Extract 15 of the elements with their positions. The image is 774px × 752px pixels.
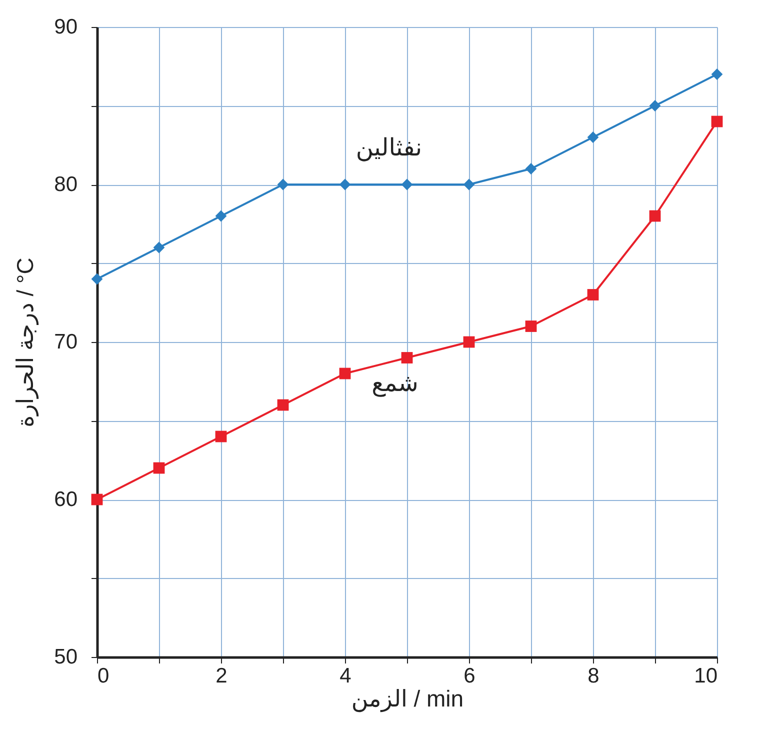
- x-tick-label: 4: [340, 664, 352, 688]
- y-tick-label: 90: [54, 16, 78, 38]
- x-tick-label: 8: [588, 664, 600, 688]
- x-axis-title: الزمن / min: [351, 686, 464, 712]
- x-tick-label: 10: [694, 664, 718, 688]
- y-tick-label: 70: [54, 330, 78, 354]
- y-tick-label: 80: [54, 173, 78, 196]
- x-tick-label: 0: [98, 664, 110, 688]
- x-tick-label: 6: [464, 664, 476, 688]
- x-tick-label: 2: [216, 664, 228, 688]
- series-label: نفثالين: [356, 134, 422, 162]
- y-tick-label: 60: [54, 488, 78, 511]
- y-axis-title: درجة الحرارة / °C: [12, 258, 40, 428]
- series-label: شمع: [372, 370, 418, 397]
- y-tick-label: 50: [54, 646, 78, 668]
